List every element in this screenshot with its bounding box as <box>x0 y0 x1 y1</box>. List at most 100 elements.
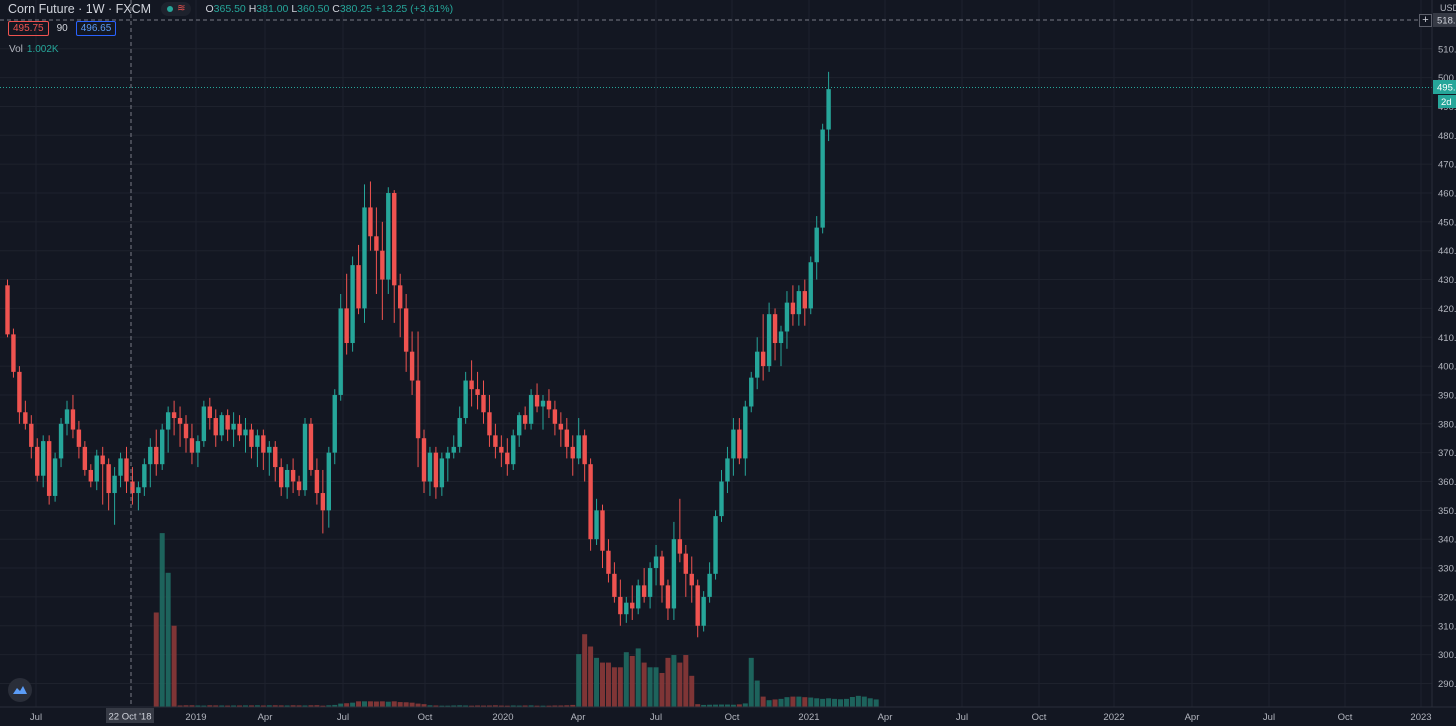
volume-bar <box>849 696 855 707</box>
candle-body <box>17 371 22 413</box>
candle-body <box>552 409 558 424</box>
candle-body <box>790 302 796 315</box>
candle-body <box>594 510 599 540</box>
candle-body <box>46 441 52 496</box>
volume-bar <box>843 698 849 707</box>
volume-legend[interactable]: Vol 1.002K <box>9 44 59 55</box>
candle-body <box>64 409 70 424</box>
volume-bar <box>516 705 522 707</box>
candle-body <box>392 193 397 286</box>
volume-bar <box>510 705 516 707</box>
volume-bar <box>415 703 421 707</box>
volume-bar <box>457 705 463 707</box>
volume-bar <box>576 654 582 707</box>
price-axis[interactable]: USD510.0500.0490.0480.0470.0460.0450.044… <box>1431 0 1456 726</box>
candle-body <box>41 441 46 476</box>
candle-body <box>160 429 165 465</box>
candle-body <box>647 568 653 597</box>
volume-bar <box>302 705 308 707</box>
price-tick-label: 380.0 <box>1438 419 1456 430</box>
time-tick-label: Oct <box>1032 712 1047 723</box>
volume-bar <box>367 701 373 707</box>
symbol-title[interactable]: Corn Future · 1W · FXCM <box>8 2 152 16</box>
candle-body <box>106 464 111 494</box>
candle-body <box>326 452 331 511</box>
price-tick-label: 360.0 <box>1438 477 1456 488</box>
volume-bar <box>201 705 207 707</box>
volume-bar <box>379 701 385 707</box>
price-tick-label: 440.0 <box>1438 246 1456 257</box>
candle-body <box>290 469 296 482</box>
candle-body <box>249 429 254 447</box>
candle-body <box>445 452 450 459</box>
candle-body <box>558 423 564 430</box>
candle-body <box>76 429 82 447</box>
volume-bar <box>397 702 403 707</box>
bid-ask-boxes: 495.75 90 496.65 <box>8 21 117 36</box>
price-tick-label: 350.0 <box>1438 506 1456 517</box>
candle-body <box>94 455 99 482</box>
price-tick-label: 510.0 <box>1438 44 1456 55</box>
candle-body <box>427 452 433 482</box>
candle-body <box>195 441 201 453</box>
candle-body <box>219 415 224 436</box>
candle-body <box>332 394 337 453</box>
time-axis[interactable]: Jul 2019 Apr Jul Oct 2020 Apr Jul Oct 2021 Apr Jul O… <box>0 706 1456 726</box>
volume-bar <box>861 696 867 707</box>
candle-body <box>749 377 754 407</box>
market-open-dot-icon <box>167 6 174 12</box>
volume-bar <box>183 705 189 707</box>
volume-bar <box>373 701 379 707</box>
volume-bar <box>611 667 617 707</box>
volume-bar <box>629 655 635 707</box>
candle-body <box>784 302 790 332</box>
buy-price-button[interactable]: 496.65 <box>75 21 117 36</box>
price-tick-label: 430.0 <box>1438 275 1456 286</box>
candle-body <box>177 418 183 424</box>
last-price-box <box>1433 80 1456 94</box>
volume-bar <box>219 705 225 707</box>
volume-bar <box>486 705 492 707</box>
spread-value: 90 <box>56 23 68 34</box>
volume-bar <box>260 705 266 707</box>
time-tick-label: Oct <box>418 712 433 723</box>
volume-bar <box>820 698 826 707</box>
volume-bar <box>231 705 237 707</box>
volume-bar <box>350 702 356 707</box>
candle-body <box>82 446 88 470</box>
candle-body <box>409 351 415 381</box>
volume-bar <box>605 662 611 707</box>
currency-label: USD <box>1440 3 1456 13</box>
grid-lines <box>0 0 1432 707</box>
volume-value: 1.002K <box>26 44 59 55</box>
volume-bar <box>754 680 760 707</box>
high-value: 381.00 <box>256 3 289 15</box>
volume-bar <box>594 657 600 707</box>
volume-bar <box>695 704 701 707</box>
volume-bar <box>296 705 302 707</box>
add-plus-icon[interactable]: + <box>1419 14 1432 27</box>
candle-body <box>70 409 76 430</box>
volume-bar <box>653 667 659 707</box>
candle-body <box>475 389 480 395</box>
market-status-pill[interactable]: ≋ <box>161 2 192 16</box>
volume-bar <box>689 675 695 707</box>
volume-bar <box>534 705 540 707</box>
price-tick-label: 450.0 <box>1438 217 1456 228</box>
candle-body <box>237 423 242 436</box>
candle-body <box>124 458 129 482</box>
volume-bar <box>683 655 689 707</box>
sell-price-button[interactable]: 495.75 <box>8 21 49 36</box>
candle-body <box>374 236 379 251</box>
candle-body <box>403 308 409 352</box>
candle-body <box>820 129 825 228</box>
volume-bar <box>469 705 475 707</box>
price-tick-label: 400.0 <box>1438 362 1456 373</box>
tradingview-logo-icon[interactable] <box>8 678 32 702</box>
volume-bar <box>153 612 159 707</box>
candle-body <box>130 481 135 494</box>
volume-bar <box>344 703 350 707</box>
volume-bar <box>177 705 183 707</box>
